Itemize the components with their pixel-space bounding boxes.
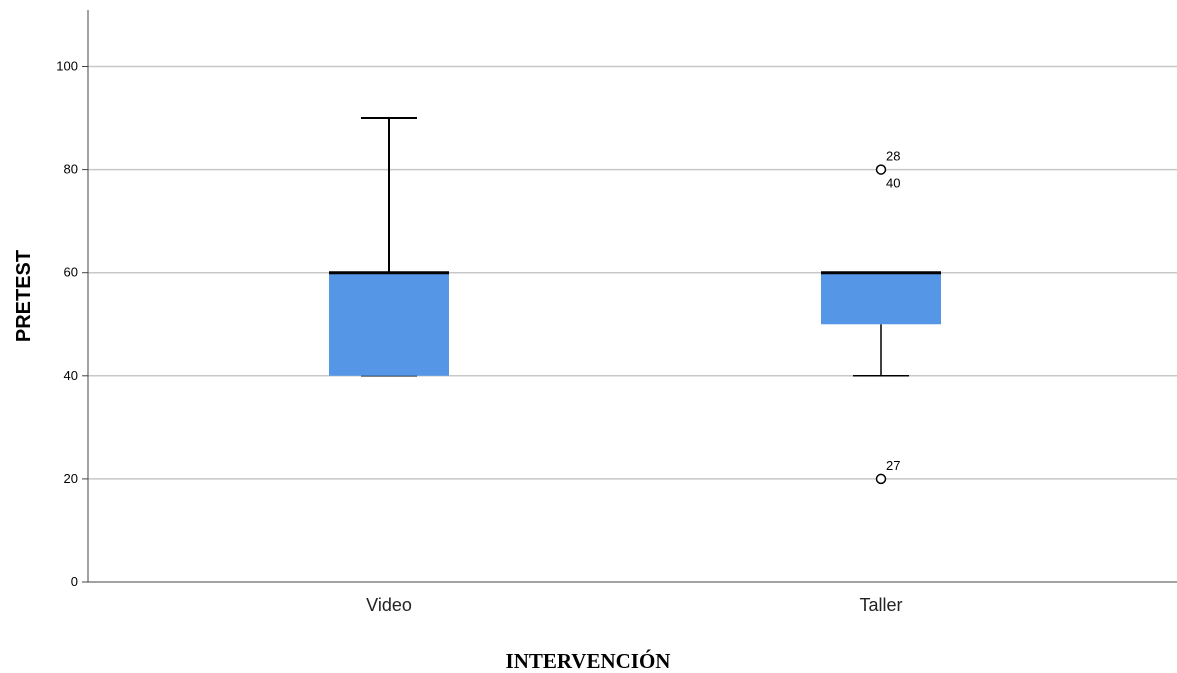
outlier-point bbox=[875, 164, 887, 175]
box-iqr bbox=[329, 272, 449, 376]
x-categories: Video Taller bbox=[366, 595, 902, 615]
outlier-label: 40 bbox=[886, 176, 900, 191]
box-group: 28 40 27 bbox=[821, 149, 941, 485]
x-category-label: Video bbox=[366, 595, 412, 615]
box-iqr bbox=[821, 272, 941, 325]
x-category-label: Taller bbox=[859, 595, 902, 615]
y-tick-label: 100 bbox=[56, 59, 78, 74]
box-group bbox=[329, 117, 449, 377]
grid-lines bbox=[88, 65, 1177, 480]
x-axis-label: INTERVENCIÓN bbox=[506, 649, 671, 673]
y-tick-label: 80 bbox=[64, 162, 78, 177]
outlier-point bbox=[875, 473, 887, 485]
axes bbox=[87, 10, 1177, 583]
y-tick-label: 0 bbox=[71, 574, 78, 589]
y-tick-label: 60 bbox=[64, 265, 78, 280]
y-ticks: 0 20 40 60 80 100 bbox=[56, 59, 88, 589]
outlier-label: 27 bbox=[886, 458, 900, 473]
y-tick-label: 40 bbox=[64, 368, 78, 383]
y-tick-label: 20 bbox=[64, 471, 78, 486]
outlier-label: 28 bbox=[886, 149, 900, 164]
boxes: 28 40 27 bbox=[329, 117, 941, 485]
y-axis-label: PRETEST bbox=[13, 250, 35, 342]
